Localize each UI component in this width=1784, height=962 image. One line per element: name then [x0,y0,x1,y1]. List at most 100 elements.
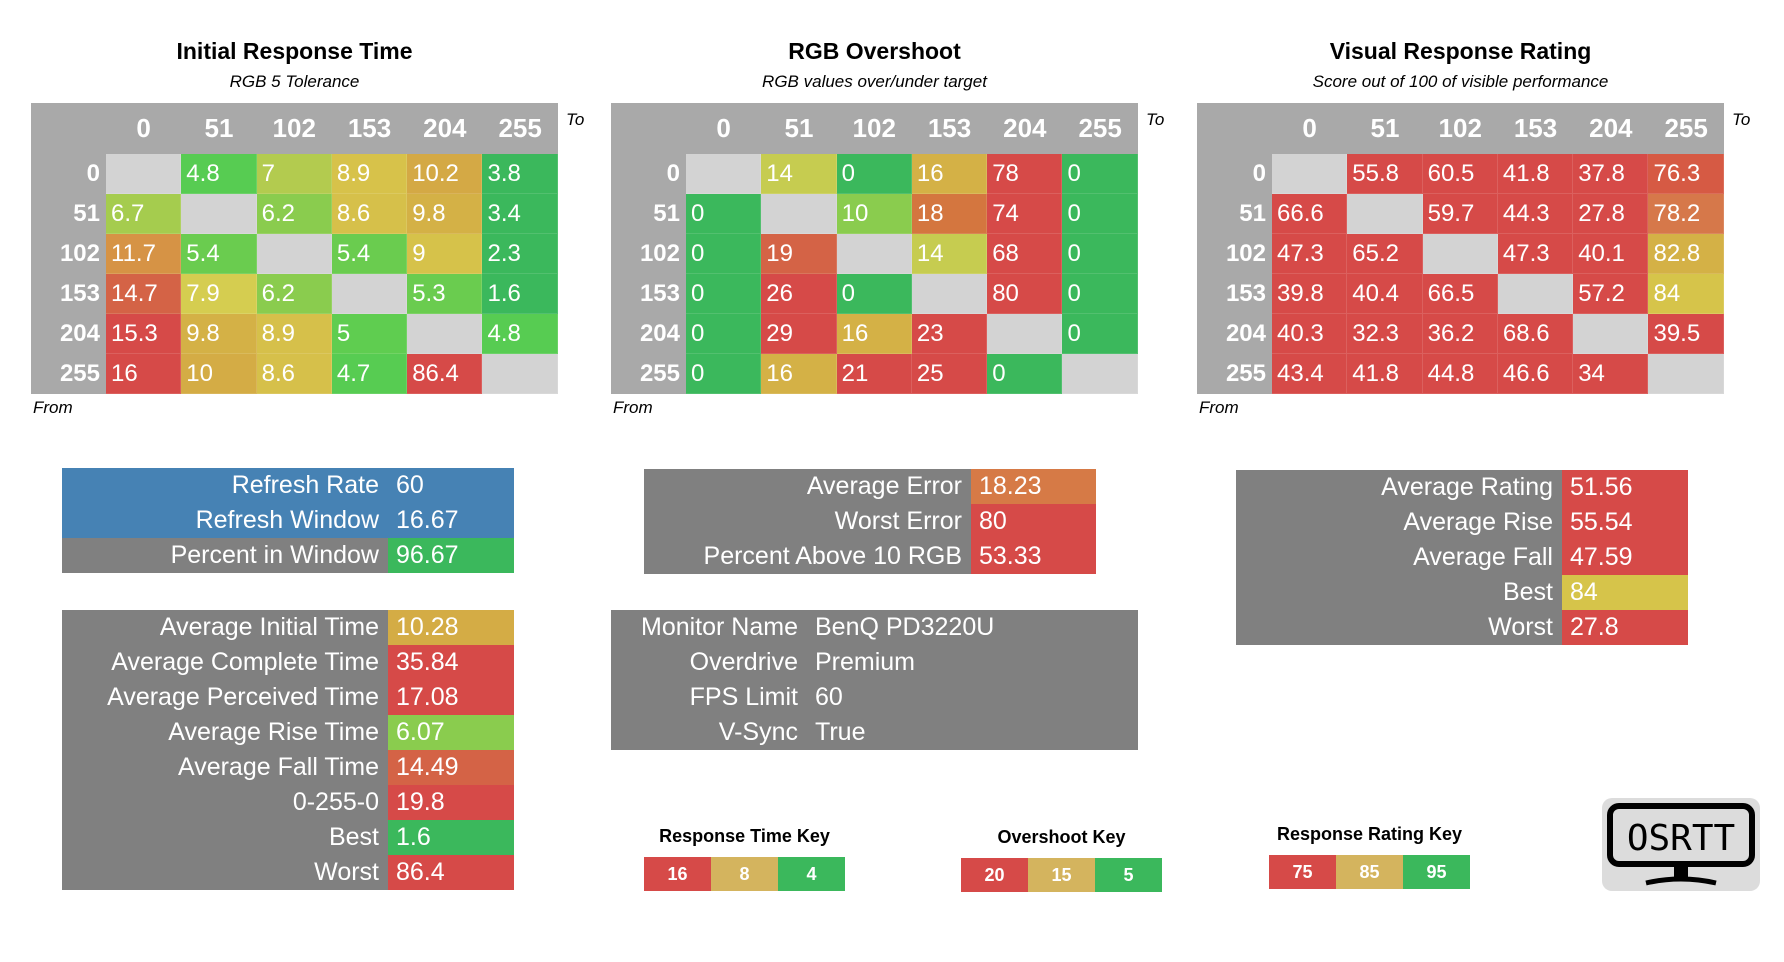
column-header: 102 [852,113,896,143]
heatmap-cell: 29 [761,314,837,354]
overshoot-key: Overshoot Key 20 15 5 [961,827,1162,892]
stat-value: 17.08 [388,680,514,715]
heatmap-cell: 8.6 [331,194,408,234]
heatmap-cell: 16 [911,154,988,194]
heatmap-cell: 0 [1062,314,1138,354]
heatmap-cell: 57.2 [1573,274,1649,314]
heatmap-cell: 44.3 [1497,194,1574,234]
row-header: 51 [73,200,100,227]
column-header: 255 [1078,113,1122,143]
stat-value: 10.28 [388,610,514,645]
diagonal-cell [1422,234,1498,274]
heatmap-cell: 0 [686,314,762,354]
stat-label: Refresh Rate [62,468,388,503]
column-header: 0 [136,113,151,143]
column-header: 204 [1589,113,1633,143]
heatmap-cell: 0 [987,354,1063,394]
heatmap-cell: 40.4 [1347,274,1423,314]
heatmap-cell: 16 [106,354,182,394]
heatmap-cell: 41.8 [1497,154,1574,194]
diagonal-cell [331,274,408,314]
heatmap-cell: 9 [407,234,483,274]
row-header: 0 [666,160,680,187]
stat-label: 0-255-0 [292,788,379,816]
stat-value: 80 [971,504,1096,539]
heatmap-cell: 86.4 [407,354,483,394]
stat-label: Average Error [806,472,962,500]
table-title: Visual Response Rating [1329,38,1592,64]
row-header: 51 [1239,200,1266,227]
stat-label: Refresh Window [62,503,388,538]
column-header: 51 [204,113,234,143]
stat-value: 96.67 [388,538,514,573]
stat-label: Percent Above 10 RGB [703,542,962,570]
heatmap-cell: 32.3 [1347,314,1423,354]
heatmap-cell: 80 [987,274,1063,314]
heatmap-cell: 14 [761,154,837,194]
heatmap-cell: 4.8 [482,314,558,354]
key-swatch: 4 [778,857,845,891]
row-header: 51 [653,200,680,227]
stat-label: Average Complete Time [111,648,379,676]
diagonal-cell [761,194,837,234]
diagonal-cell [1347,194,1423,234]
diagonal-cell [1272,154,1348,194]
row-header: 255 [59,360,100,387]
heatmap-cell: 82.8 [1648,234,1724,274]
heatmap-cell: 40.1 [1573,234,1649,274]
heatmap-cell: 8.9 [256,314,332,354]
key-swatches: 16 8 4 [644,857,845,891]
key-swatch: 15 [1028,858,1095,892]
row-header: 204 [1225,320,1266,347]
heatmap-cell: 25 [911,354,988,394]
heatmap-table: 0 51 102 153 204 255 0 55.8 60.5 41.8 37.8 76.3 51 66… [1197,103,1724,394]
stat-value: BenQ PD3220U [815,613,995,641]
heatmap-cell: 19 [761,234,837,274]
heatmap-cell: 0 [1062,154,1138,194]
heatmap-cell: 3.8 [482,154,558,194]
stat-label: Percent in Window [62,538,388,573]
key-swatch: 5 [1095,858,1162,892]
stat-label: Average Fall Time [177,753,379,781]
heatmap-cell: 78 [987,154,1063,194]
stat-value: 35.84 [388,645,514,680]
stat-label: Average Rating [1381,473,1553,501]
column-header: 102 [1438,113,1482,143]
stat-label: Average Initial Time [159,613,379,641]
heatmap-cell: 3.4 [482,194,558,234]
monitor-info-panel: Monitor Name BenQ PD3220U Overdrive Premium… [611,610,1138,750]
response-rating-key: Response Rating Key 75 85 95 [1269,824,1470,889]
heatmap-cell: 7.9 [181,274,257,314]
stat-value: 27.8 [1562,610,1688,645]
heatmap-cell: 5.3 [407,274,483,314]
table-subtitle: RGB 5 Tolerance [229,72,360,91]
heatmap-cell: 9.8 [407,194,483,234]
time-stats-panel: Average Initial Time 10.28 Average Complet… [62,610,514,890]
row-header: 153 [639,280,680,307]
stat-label: Overdrive [689,648,798,676]
response-time-key: Response Time Key 16 8 4 [644,826,845,891]
heatmap-cell: 14.7 [106,274,182,314]
diagonal-cell [181,194,257,234]
heatmap-cell: 0 [1062,274,1138,314]
heatmap-cell: 4.7 [331,354,408,394]
stat-value: 60 [815,683,843,711]
key-swatches: 20 15 5 [961,858,1162,892]
stat-label: Average Rise [1403,508,1553,536]
heatmap-table: 0 51 102 153 204 255 0 4.8 7 8.9 10.2 3.8 51 6.7 6.2 8.… [31,103,558,394]
stat-value: 84 [1562,575,1688,610]
diagonal-cell [106,154,182,194]
stat-label: Monitor Name [641,613,798,641]
heatmap-cell: 1.6 [482,274,558,314]
diagonal-cell [686,154,762,194]
diagonal-cell [1573,314,1649,354]
stat-value: 53.33 [971,539,1096,574]
column-header: 255 [1664,113,1708,143]
stat-value: 19.8 [388,785,514,820]
heatmap-cell: 16 [761,354,837,394]
heatmap-cell: 59.7 [1422,194,1498,234]
column-header: 153 [347,113,392,143]
stat-label: FPS Limit [689,683,798,711]
heatmap-cell: 7 [256,154,332,194]
column-header: 153 [927,113,972,143]
